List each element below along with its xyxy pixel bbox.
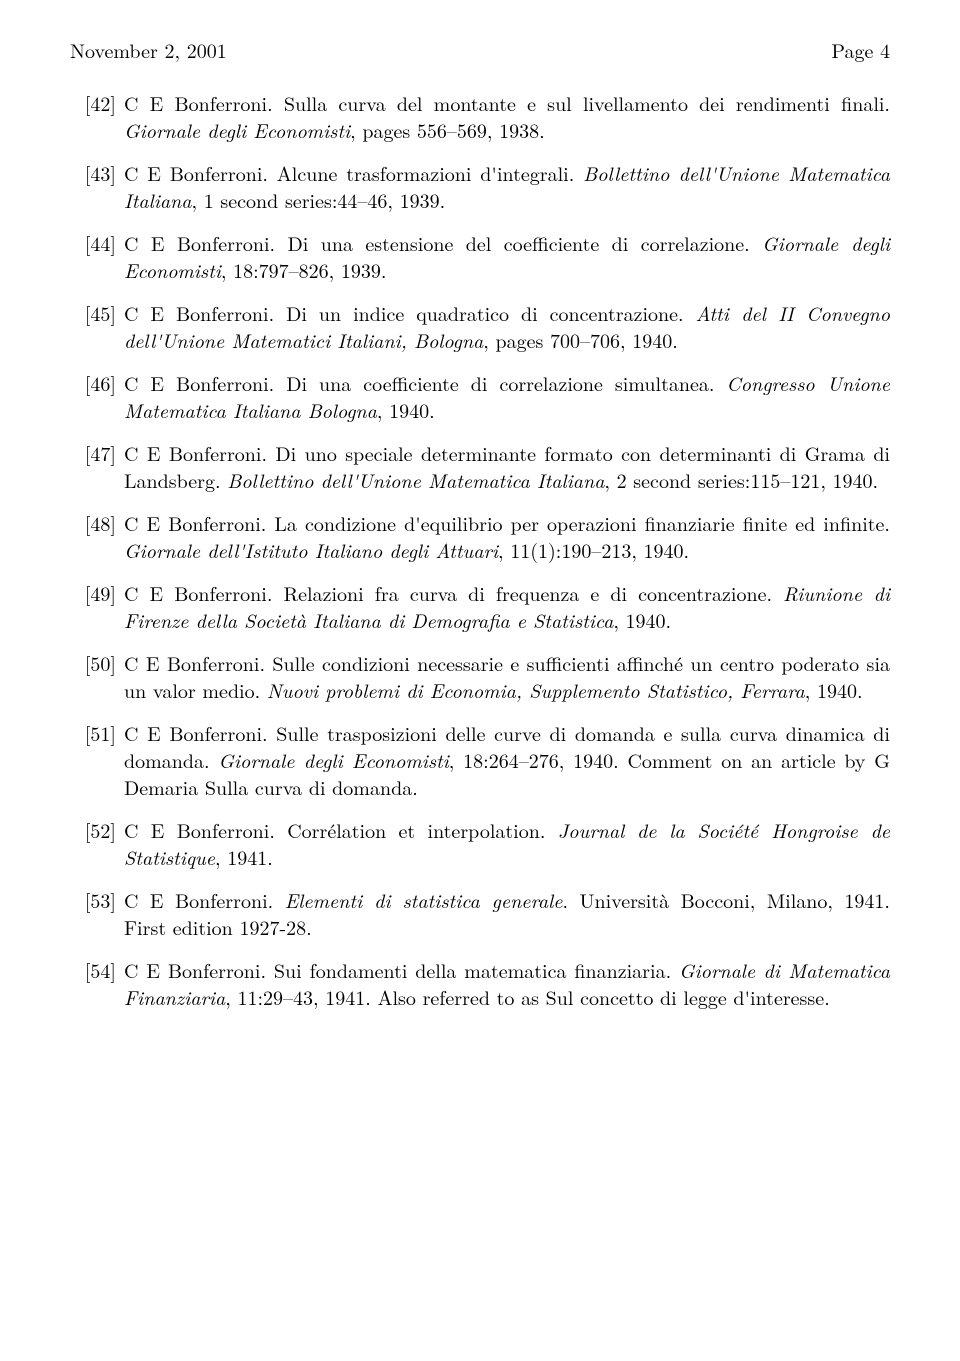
reference-segment: C E Bonferroni. Sui fondamenti della mat… bbox=[124, 955, 679, 984]
reference-segment: , pages 556–569, 1938. bbox=[350, 115, 545, 144]
reference-text: C E Bonferroni. Alcune trasformazioni d'… bbox=[124, 159, 890, 213]
reference-segment: , 1941. bbox=[215, 842, 273, 871]
reference-segment: C E Bonferroni. Corrélation et interpola… bbox=[124, 815, 558, 844]
reference-text: C E Bonferroni. Relazioni fra curva di f… bbox=[124, 579, 890, 633]
reference-number: [47] bbox=[70, 439, 124, 493]
reference-italic-segment: Bollettino dell'Unione Matematica Italia… bbox=[227, 465, 604, 494]
reference-text: C E Bonferroni. Sulle condizioni necessa… bbox=[124, 649, 890, 703]
reference-item: [42]C E Bonferroni. Sulla curva del mont… bbox=[70, 89, 890, 143]
reference-segment: , 18:797–826, 1939. bbox=[221, 255, 387, 284]
reference-italic-segment: Elementi di statistica generale bbox=[285, 885, 563, 914]
reference-text: C E Bonferroni. Sui fondamenti della mat… bbox=[124, 956, 890, 1010]
reference-italic-segment: Giornale degli Economisti bbox=[124, 115, 350, 144]
reference-segment: , pages 700–706, 1940. bbox=[483, 325, 678, 354]
reference-segment: , 1 second series:44–46, 1939. bbox=[192, 185, 446, 214]
reference-item: [44]C E Bonferroni. Di una estensione de… bbox=[70, 229, 890, 283]
reference-item: [51]C E Bonferroni. Sulle trasposizioni … bbox=[70, 719, 890, 800]
reference-number: [42] bbox=[70, 89, 124, 143]
reference-segment: C E Bonferroni. Di una estensione del co… bbox=[124, 228, 762, 257]
reference-list: [42]C E Bonferroni. Sulla curva del mont… bbox=[70, 89, 890, 1010]
reference-segment: C E Bonferroni. Alcune trasformazioni d'… bbox=[124, 158, 583, 187]
reference-number: [43] bbox=[70, 159, 124, 213]
reference-item: [50]C E Bonferroni. Sulle condizioni nec… bbox=[70, 649, 890, 703]
reference-segment: , 1940. bbox=[805, 675, 863, 704]
reference-italic-segment: Nuovi problemi di Economia, Supplemento … bbox=[267, 675, 805, 704]
reference-item: [52]C E Bonferroni. Corrélation et inter… bbox=[70, 816, 890, 870]
reference-number: [52] bbox=[70, 816, 124, 870]
reference-text: C E Bonferroni. Di un indice quadratico … bbox=[124, 299, 890, 353]
header-date: November 2, 2001 bbox=[70, 36, 227, 63]
reference-text: C E Bonferroni. Di una estensione del co… bbox=[124, 229, 890, 283]
reference-number: [49] bbox=[70, 579, 124, 633]
reference-segment: C E Bonferroni. bbox=[124, 885, 285, 914]
reference-segment: , 11(1):190–213, 1940. bbox=[498, 535, 689, 564]
reference-segment: , 11:29–43, 1941. Also referred to as Su… bbox=[225, 982, 830, 1011]
header-page: Page 4 bbox=[831, 36, 890, 63]
reference-number: [51] bbox=[70, 719, 124, 800]
reference-text: C E Bonferroni. Di uno speciale determin… bbox=[124, 439, 890, 493]
reference-item: [53]C E Bonferroni. Elementi di statisti… bbox=[70, 886, 890, 940]
reference-number: [50] bbox=[70, 649, 124, 703]
reference-segment: C E Bonferroni. La condizione d'equilibr… bbox=[124, 508, 890, 537]
reference-item: [48]C E Bonferroni. La condizione d'equi… bbox=[70, 509, 890, 563]
reference-number: [46] bbox=[70, 369, 124, 423]
reference-item: [43]C E Bonferroni. Alcune trasformazion… bbox=[70, 159, 890, 213]
reference-item: [49]C E Bonferroni. Relazioni fra curva … bbox=[70, 579, 890, 633]
reference-segment: , 2 second series:115–121, 1940. bbox=[604, 465, 878, 494]
reference-text: C E Bonferroni. Elementi di statistica g… bbox=[124, 886, 890, 940]
reference-italic-segment: Giornale degli Economisti bbox=[218, 745, 448, 774]
reference-segment: C E Bonferroni. Sulla curva del montante… bbox=[124, 88, 890, 117]
reference-item: [45]C E Bonferroni. Di un indice quadrat… bbox=[70, 299, 890, 353]
reference-text: C E Bonferroni. Sulle trasposizioni dell… bbox=[124, 719, 890, 800]
reference-number: [54] bbox=[70, 956, 124, 1010]
reference-number: [48] bbox=[70, 509, 124, 563]
reference-number: [53] bbox=[70, 886, 124, 940]
reference-item: [47]C E Bonferroni. Di uno speciale dete… bbox=[70, 439, 890, 493]
reference-segment: , 1940. bbox=[377, 395, 435, 424]
page-header: November 2, 2001 Page 4 bbox=[70, 36, 890, 63]
reference-item: [54]C E Bonferroni. Sui fondamenti della… bbox=[70, 956, 890, 1010]
reference-segment: C E Bonferroni. Relazioni fra curva di f… bbox=[124, 578, 783, 607]
reference-segment: C E Bonferroni. Di una coefficiente di c… bbox=[124, 368, 726, 397]
reference-text: C E Bonferroni. Corrélation et interpola… bbox=[124, 816, 890, 870]
reference-segment: C E Bonferroni. Di un indice quadratico … bbox=[124, 298, 696, 327]
reference-text: C E Bonferroni. Di una coefficiente di c… bbox=[124, 369, 890, 423]
reference-italic-segment: Giornale dell'Istituto Italiano degli At… bbox=[124, 535, 498, 564]
reference-number: [45] bbox=[70, 299, 124, 353]
reference-number: [44] bbox=[70, 229, 124, 283]
reference-text: C E Bonferroni. La condizione d'equilibr… bbox=[124, 509, 890, 563]
reference-segment: , 1940. bbox=[613, 605, 671, 634]
reference-text: C E Bonferroni. Sulla curva del montante… bbox=[124, 89, 890, 143]
reference-item: [46]C E Bonferroni. Di una coefficiente … bbox=[70, 369, 890, 423]
